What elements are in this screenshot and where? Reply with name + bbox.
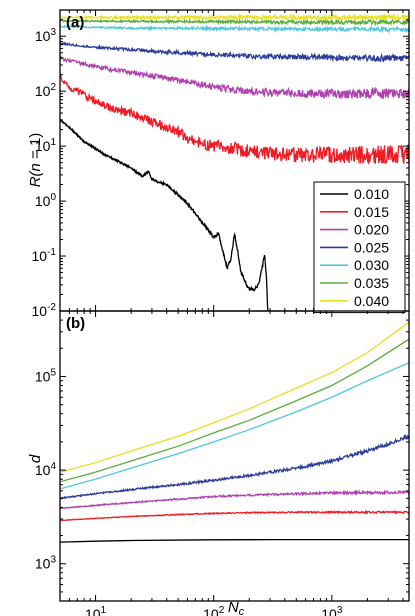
- legend-entry-label: 0.025: [354, 239, 389, 255]
- x-axis-title-sub: c: [239, 606, 245, 616]
- series-line-a-0-020: [60, 54, 409, 99]
- series-line-b-0-025: [60, 433, 409, 500]
- y-axis-title-rest: = 1): [27, 133, 44, 163]
- series-line-b-0-015: [60, 509, 409, 522]
- y-tick-label-a: 10-1: [32, 247, 57, 264]
- legend-entry-label: 0.040: [354, 293, 389, 309]
- panel-a-label: (a): [66, 14, 84, 31]
- y-tick-label-b: 103: [35, 555, 57, 572]
- legend-entry-label: 0.015: [354, 204, 389, 220]
- panel-a-y-axis-title: R(n = 1): [27, 133, 44, 188]
- panel-b-y-axis-title: d: [27, 454, 44, 463]
- panel-b-ticks: 103 104 105 101 102 103: [35, 310, 409, 616]
- series-line-b-0-010: [60, 538, 409, 543]
- y-tick-label-a: 102: [35, 82, 57, 99]
- x-tick-label-b: 101: [85, 605, 107, 616]
- series-line-b-0-020: [60, 489, 409, 510]
- panel-b: 103 104 105 101 102 103 (b) d Nc: [27, 310, 410, 616]
- series-line-a-0-015: [60, 72, 409, 165]
- series-line-a-0-035: [60, 18, 409, 27]
- y-tick-label-a: 101: [35, 137, 57, 154]
- series-line-a-0-040: [60, 12, 409, 22]
- y-tick-label-a: 10-2: [32, 302, 57, 319]
- y-tick-label-b: 105: [35, 367, 57, 384]
- y-axis-title-r: R(: [27, 169, 44, 187]
- legend-entry-label: 0.030: [354, 257, 389, 273]
- legend-entry-label: 0.010: [354, 186, 389, 202]
- legend-entry-label: 0.020: [354, 222, 389, 238]
- y-tick-label-a: 100: [35, 192, 57, 209]
- series-line-b-0-030: [60, 362, 409, 490]
- y-tick-label-a: 103: [35, 27, 57, 44]
- panel-b-series-group: [60, 321, 409, 543]
- legend-entry-label: 0.035: [354, 275, 389, 291]
- x-axis-title-n: N: [228, 599, 239, 616]
- series-line-b-0-040: [60, 321, 409, 473]
- x-tick-label-b: 103: [321, 605, 343, 616]
- series-line-a-0-025: [60, 41, 409, 63]
- series-line-b-0-035: [60, 338, 409, 483]
- panel-a-series-group: [60, 12, 409, 311]
- panel-a-ticks: 10-2 10-1 100 101 102 103: [32, 9, 409, 319]
- x-tick-label-b: 102: [203, 605, 225, 616]
- series-line-a-0-030: [60, 24, 409, 34]
- panel-b-label: (b): [66, 315, 85, 332]
- y-axis-title-n: n: [27, 163, 44, 171]
- y-tick-label-b: 104: [35, 461, 57, 478]
- x-axis-title: Nc: [228, 599, 245, 616]
- panel-b-frame: [59, 310, 410, 602]
- series-line-a-0-010: [60, 118, 269, 311]
